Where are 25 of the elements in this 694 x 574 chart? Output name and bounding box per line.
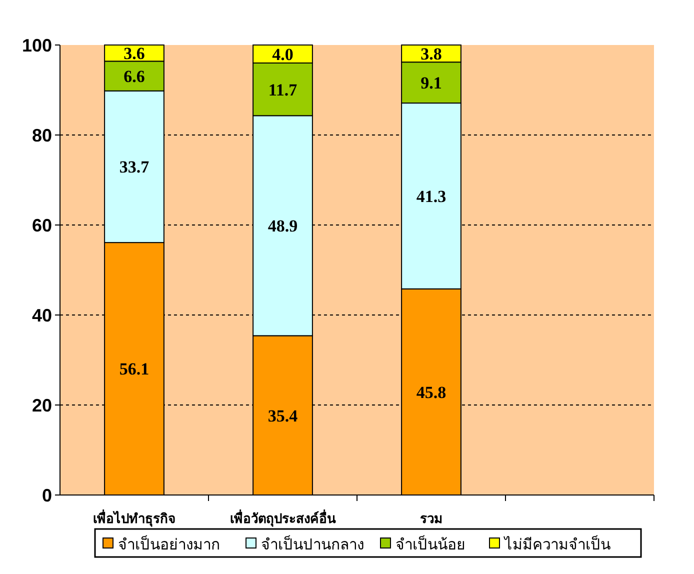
data-label: 56.1 — [119, 360, 150, 379]
data-label: 41.3 — [416, 186, 446, 206]
data-label: 4.0 — [272, 44, 294, 64]
y-tick-label: 0 — [42, 485, 52, 506]
legend-label: ไม่มีความจำเป็น — [504, 534, 610, 554]
y-tick-label: 100 — [22, 35, 52, 56]
y-tick-label: 60 — [32, 215, 52, 236]
legend-label: จำเป็นน้อย — [396, 534, 466, 554]
data-label: 33.7 — [119, 158, 150, 177]
legend-label: จำเป็นปานกลาง — [261, 534, 364, 554]
y-tick-label: 40 — [32, 305, 52, 326]
data-label: 11.7 — [268, 80, 298, 100]
data-label: 45.8 — [416, 382, 446, 402]
data-label: 9.1 — [420, 74, 442, 93]
y-tick-label: 20 — [32, 395, 52, 416]
x-tick-label: เพื่อวัตถุประสงค์อื่น — [230, 509, 336, 527]
data-label: 35.4 — [268, 406, 298, 426]
legend-label: จำเป็นอย่างมาก — [118, 534, 220, 554]
data-label: 3.8 — [420, 44, 442, 64]
data-label: 48.9 — [268, 216, 298, 236]
data-label: 6.6 — [124, 67, 145, 86]
x-tick-label: เพื่อไปทำธุรกิจ — [92, 509, 176, 527]
x-tick-label: รวม — [420, 512, 443, 527]
data-label: 3.6 — [124, 44, 145, 64]
y-tick-label: 80 — [32, 125, 52, 146]
